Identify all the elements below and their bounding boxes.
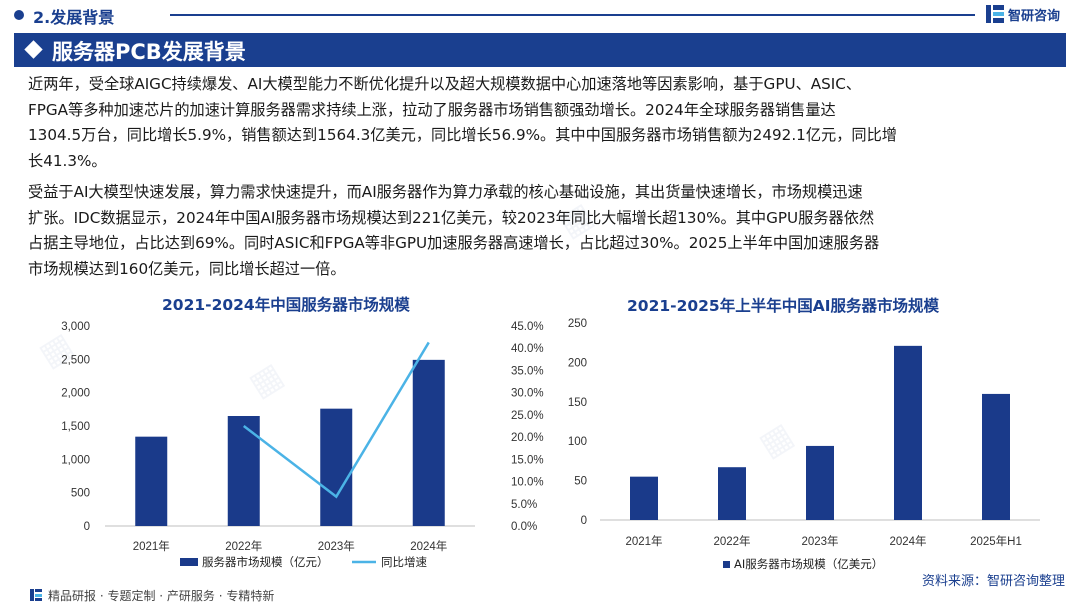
- y-tick-label: 150: [568, 397, 587, 409]
- y-right-tick-label: 40.0%: [511, 343, 544, 355]
- header-divider: [170, 14, 975, 16]
- x-tick-label: 2021年: [133, 539, 170, 553]
- legend-label: 同比增速: [381, 555, 427, 569]
- section-title: 2.发展背景: [33, 8, 115, 27]
- series-line: [242, 341, 430, 499]
- paragraph-line: 1304.5万台，同比增长5.9%，销售额达到1564.3亿美元，同比增长56.…: [28, 126, 897, 145]
- brand-logo: 智研咨询: [986, 4, 1060, 24]
- x-tick-label: 2023年: [318, 539, 355, 553]
- paragraph-2: 受益于AI大模型快速发展，算力需求快速提升，而AI服务器作为算力承载的核心基础设…: [28, 180, 1052, 282]
- paragraph-line: 市场规模达到160亿美元，同比增长超过一倍。: [28, 259, 346, 278]
- brand-logo-icon: [986, 5, 1004, 23]
- bar: [227, 416, 260, 526]
- footer-text: 精品研报 · 专题定制 · 产研服务 · 专精特新: [48, 589, 275, 603]
- y-right-tick-label: 10.0%: [511, 477, 544, 489]
- brand-name: 智研咨询: [1008, 8, 1061, 24]
- y-left-tick-label: 2,500: [61, 354, 90, 366]
- bar: [982, 393, 1010, 520]
- x-tick-label: 2024年: [889, 534, 926, 548]
- paragraph-line: 长41.3%。: [28, 151, 107, 170]
- x-tick-label: 2022年: [713, 534, 750, 548]
- legend-label: AI服务器市场规模（亿美元）: [734, 557, 883, 571]
- bar: [894, 345, 922, 520]
- y-right-tick-label: 35.0%: [511, 365, 544, 377]
- bar: [135, 436, 168, 526]
- paragraph-line: 扩张。IDC数据显示，2024年中国AI服务器市场规模达到221亿美元，较202…: [28, 208, 875, 227]
- y-left-tick-label: 3,000: [61, 321, 90, 333]
- y-right-tick-label: 15.0%: [511, 454, 544, 466]
- chart2-title: 2021-2025年上半年中国AI服务器市场规模: [627, 297, 939, 315]
- y-right-tick-label: 0.0%: [511, 521, 537, 533]
- x-tick-label: 2024年: [410, 539, 447, 553]
- paragraph-line: 近两年，受全球AIGC持续爆发、AI大模型能力不断优化提升以及超大规模数据中心加…: [28, 75, 862, 93]
- y-left-tick-label: 2,000: [61, 388, 90, 400]
- x-tick-label: 2023年: [801, 534, 838, 548]
- legend-swatch-bar: [180, 558, 198, 566]
- x-tick-label: 2021年: [625, 534, 662, 548]
- y-left-tick-label: 1,500: [61, 421, 90, 433]
- y-right-tick-label: 45.0%: [511, 321, 544, 333]
- paragraph-1: 近两年，受全球AIGC持续爆发、AI大模型能力不断优化提升以及超大规模数据中心加…: [28, 72, 1052, 174]
- y-tick-label: 100: [568, 436, 587, 448]
- bar: [320, 408, 353, 526]
- y-tick-label: 200: [568, 357, 587, 369]
- top-bar: 2.发展背景 智研咨询: [0, 0, 1080, 30]
- y-right-tick-label: 20.0%: [511, 432, 544, 444]
- legend-swatch-bar: [723, 561, 730, 568]
- chart1-title: 2021-2024年中国服务器市场规模: [162, 296, 410, 314]
- title-banner: 服务器PCB发展背景: [14, 33, 1066, 67]
- x-tick-label: 2025年H1: [970, 534, 1022, 548]
- y-left-tick-label: 1,000: [61, 454, 90, 466]
- bar: [718, 467, 746, 520]
- y-tick-label: 250: [568, 318, 587, 330]
- section-dot-icon: [14, 10, 24, 20]
- footer-logo-icon: [30, 589, 42, 601]
- legend-label: 服务器市场规模（亿元）: [202, 555, 329, 569]
- paragraph-line: FPGA等多种加速芯片的加速计算服务器需求持续上涨，拉动了服务器市场销售额强劲增…: [28, 100, 836, 119]
- y-right-tick-label: 25.0%: [511, 410, 544, 422]
- footer: 精品研报 · 专题定制 · 产研服务 · 专精特新: [0, 584, 1080, 605]
- paragraph-line: 受益于AI大模型快速发展，算力需求快速提升，而AI服务器作为算力承载的核心基础设…: [28, 183, 863, 201]
- y-right-tick-label: 5.0%: [511, 499, 537, 511]
- source-note: 资料来源：智研咨询整理: [922, 574, 1066, 589]
- paragraph-line: 占据主导地位，占比达到69%。同时ASIC和FPGA等非GPU加速服务器高速增长…: [28, 234, 880, 253]
- y-tick-label: 50: [574, 476, 587, 488]
- x-tick-label: 2022年: [225, 539, 262, 553]
- y-left-tick-label: 0: [84, 521, 90, 533]
- bar: [412, 359, 445, 526]
- y-tick-label: 0: [581, 515, 587, 527]
- bar: [806, 445, 834, 520]
- bar: [630, 476, 658, 520]
- page-title: 服务器PCB发展背景: [52, 40, 246, 64]
- y-right-tick-label: 30.0%: [511, 388, 544, 400]
- y-left-tick-label: 500: [71, 488, 90, 500]
